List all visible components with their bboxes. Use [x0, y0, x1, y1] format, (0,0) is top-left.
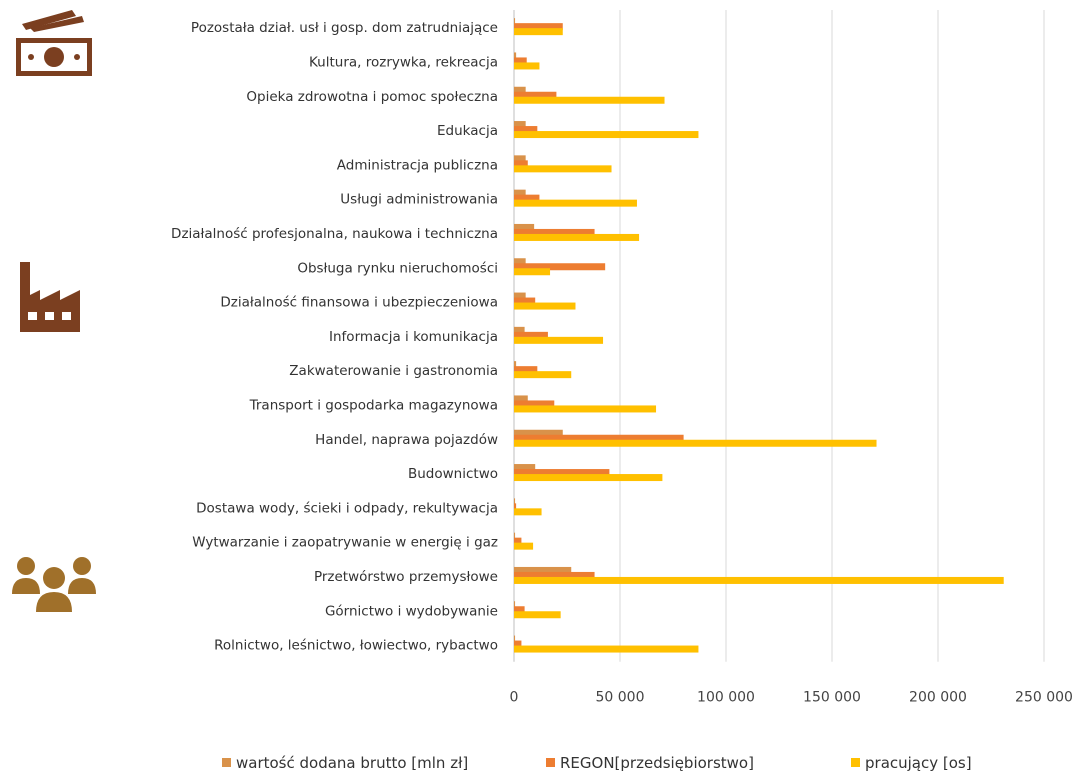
bar — [514, 474, 663, 482]
bar — [514, 532, 516, 540]
legend-swatch — [222, 758, 231, 767]
bar — [514, 126, 538, 134]
bar — [514, 405, 657, 413]
money-icon — [16, 10, 92, 76]
bar — [514, 199, 637, 207]
category-label: Dostawa wody, ścieki i odpady, rekultywa… — [196, 500, 498, 516]
bar — [514, 23, 563, 31]
legend-swatch — [851, 758, 860, 767]
gridlines — [513, 10, 1045, 662]
category-label: Transport i gospodarka magazynowa — [249, 397, 498, 413]
bar — [514, 131, 699, 139]
factory-icon — [20, 262, 80, 332]
bar — [514, 121, 526, 129]
category-labels: Pozostała dział. usł i gosp. dom zatrudn… — [171, 20, 498, 653]
bar — [514, 429, 563, 437]
bar — [514, 57, 527, 65]
bar — [514, 571, 595, 579]
bar — [514, 361, 517, 369]
bar — [514, 395, 528, 403]
bar — [514, 400, 555, 408]
bars — [514, 18, 1004, 653]
x-tick-label: 0 — [510, 690, 519, 706]
bar — [514, 86, 526, 94]
bar — [514, 297, 536, 305]
bar — [514, 96, 665, 104]
legend-label: pracujący [os] — [865, 754, 972, 772]
bar — [514, 228, 595, 236]
bar — [514, 601, 516, 609]
bar — [514, 223, 535, 231]
bar — [514, 611, 561, 619]
x-tick-label: 200 000 — [909, 690, 967, 706]
bar — [514, 326, 525, 334]
category-label: Edukacja — [437, 123, 498, 139]
bar — [514, 645, 699, 653]
bar — [514, 503, 517, 511]
category-label: Działalność finansowa i ubezpieczeniowa — [220, 295, 498, 311]
legend: wartość dodana brutto [mln zł] REGON[prze… — [222, 754, 972, 772]
bar — [514, 189, 526, 197]
category-label: Działalność profesjonalna, naukowa i tec… — [171, 226, 498, 242]
bar — [514, 331, 548, 339]
category-label: Pozostała dział. usł i gosp. dom zatrudn… — [191, 20, 498, 36]
bar — [514, 28, 563, 36]
bar — [514, 469, 610, 477]
bar — [514, 263, 606, 271]
people-icon — [12, 557, 96, 612]
bar — [514, 498, 516, 506]
x-tick-label: 250 000 — [1015, 690, 1073, 706]
bar — [514, 371, 572, 379]
legend-swatch — [546, 758, 555, 767]
bar — [514, 537, 522, 545]
bar — [514, 160, 528, 168]
x-tick-label: 50 000 — [596, 690, 645, 706]
category-label: Przetwórstwo przemysłowe — [314, 569, 498, 585]
category-label: Rolnictwo, leśnictwo, łowiectwo, rybactw… — [214, 638, 498, 654]
category-label: Zakwaterowanie i gastronomia — [289, 363, 498, 379]
bar — [514, 52, 517, 60]
bar — [514, 464, 536, 472]
bar — [514, 542, 534, 550]
bar — [514, 434, 684, 442]
bar — [514, 91, 557, 99]
bar — [514, 635, 516, 643]
bar — [514, 18, 516, 26]
legend-label: wartość dodana brutto [mln zł] — [236, 754, 468, 772]
x-tick-label: 150 000 — [803, 690, 861, 706]
bar — [514, 508, 542, 516]
category-label: Usługi administrowania — [340, 192, 498, 208]
bar — [514, 292, 526, 300]
bar — [514, 366, 538, 374]
bar — [514, 268, 551, 276]
x-tick-label: 100 000 — [697, 690, 755, 706]
category-label: Opieka zdrowotna i pomoc społeczna — [246, 89, 498, 105]
bar — [514, 606, 525, 614]
category-label: Administracja publiczna — [337, 157, 498, 173]
x-axis-tick-labels: 0 50 000 100 000 150 000 200 000 250 000 — [510, 690, 1073, 706]
bar — [514, 194, 540, 202]
bar — [514, 258, 526, 266]
bar — [514, 336, 604, 344]
bar — [514, 155, 526, 163]
bar — [514, 165, 612, 173]
category-label: Budownictwo — [408, 466, 498, 482]
legend-label: REGON[przedsiębiorstwo] — [560, 754, 754, 772]
bar — [514, 566, 572, 574]
category-label: Informacja i komunikacja — [329, 329, 498, 345]
bar — [514, 576, 1004, 584]
category-label: Wytwarzanie i zaopatrywanie w energię i … — [192, 535, 498, 551]
category-label: Górnictwo i wydobywanie — [325, 603, 498, 619]
bar — [514, 640, 522, 648]
bar — [514, 302, 576, 310]
category-label: Handel, naprawa pojazdów — [315, 432, 498, 448]
category-label: Obsługa rynku nieruchomości — [297, 260, 498, 276]
bar — [514, 439, 877, 447]
bar — [514, 62, 540, 70]
bar — [514, 233, 640, 241]
category-label: Kultura, rozrywka, rekreacja — [309, 54, 498, 70]
